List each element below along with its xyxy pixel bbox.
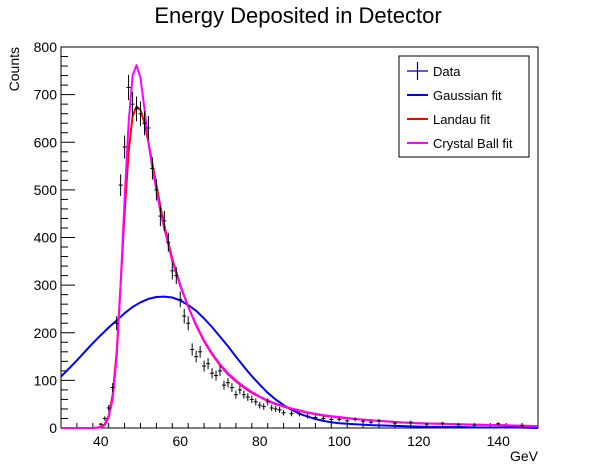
data-point xyxy=(218,365,222,377)
y-tick-label: 700 xyxy=(34,87,58,103)
data-point xyxy=(281,410,286,416)
legend-box xyxy=(398,55,530,158)
gaussian-fit-curve xyxy=(60,295,539,429)
data-point xyxy=(214,370,219,381)
data-point xyxy=(221,380,226,390)
data-point xyxy=(118,174,123,196)
data-point xyxy=(237,385,242,395)
y-tick-label: 200 xyxy=(34,325,58,341)
data-point xyxy=(377,419,381,423)
data-point xyxy=(158,206,163,227)
data-point xyxy=(126,74,131,101)
x-tick-label: 80 xyxy=(252,433,268,449)
data-point xyxy=(297,411,302,417)
data-point xyxy=(392,421,397,425)
y-tick-label: 500 xyxy=(34,182,58,198)
data-point xyxy=(408,420,413,424)
data-point xyxy=(206,358,211,370)
data-point xyxy=(241,390,246,399)
data-point xyxy=(313,415,318,420)
data-point xyxy=(520,424,525,427)
data-point xyxy=(496,422,501,426)
x-tick-label: 140 xyxy=(487,433,511,449)
data-point xyxy=(186,316,191,331)
data-point xyxy=(249,395,254,404)
data-point xyxy=(102,416,107,421)
data-point xyxy=(257,401,262,409)
y-tick-label: 0 xyxy=(49,420,57,436)
x-tick-label: 40 xyxy=(93,433,109,449)
data-point xyxy=(178,291,183,308)
data-point xyxy=(229,383,234,392)
data-point xyxy=(329,417,334,422)
data-point xyxy=(440,421,445,425)
data-point xyxy=(277,406,282,413)
data-point xyxy=(114,316,119,331)
fit-curves xyxy=(60,64,539,429)
legend-data-label: Data xyxy=(433,64,461,79)
data-point xyxy=(289,411,294,417)
data-point xyxy=(194,350,199,363)
data-point xyxy=(162,210,167,231)
data-point xyxy=(170,262,175,280)
data-points xyxy=(98,74,525,427)
data-point xyxy=(130,91,135,117)
data-point xyxy=(138,101,143,126)
data-point xyxy=(134,96,139,122)
data-point xyxy=(198,345,203,358)
data-point xyxy=(233,390,238,399)
data-point xyxy=(202,360,207,372)
data-point xyxy=(210,368,215,379)
data-point xyxy=(142,111,147,136)
crystal-ball-fit-curve xyxy=(61,64,539,429)
y-tick-label: 100 xyxy=(34,372,58,388)
legend-landau-label: Landau fit xyxy=(433,112,490,127)
data-point xyxy=(361,419,366,424)
data-point xyxy=(321,416,326,421)
data-point xyxy=(245,393,250,401)
data-point xyxy=(265,398,270,406)
data-point xyxy=(253,398,258,406)
data-point xyxy=(345,419,350,423)
data-point xyxy=(182,308,187,324)
data-point xyxy=(337,417,342,422)
data-point xyxy=(225,378,230,388)
data-point xyxy=(154,179,159,201)
x-tick-label: 60 xyxy=(172,433,188,449)
data-point xyxy=(146,116,151,140)
y-tick-label: 400 xyxy=(34,230,58,246)
data-point xyxy=(98,422,103,426)
data-point xyxy=(305,413,310,419)
data-point xyxy=(166,232,171,252)
legend-gaussian-label: Gaussian fit xyxy=(433,88,502,103)
data-point xyxy=(353,417,358,422)
data-point xyxy=(122,135,127,159)
data-point xyxy=(190,343,195,356)
chart-title: Energy Deposited in Detector xyxy=(154,3,441,28)
data-point xyxy=(110,383,115,392)
data-point xyxy=(106,404,111,412)
y-tick-label: 600 xyxy=(34,134,58,150)
data-point xyxy=(472,423,477,427)
data-point xyxy=(261,403,266,410)
y-tick-label: 300 xyxy=(34,277,58,293)
data-point xyxy=(456,423,461,426)
data-point xyxy=(269,404,274,412)
data-point xyxy=(174,267,179,285)
y-axis-label: Counts xyxy=(6,47,22,91)
x-axis-label: GeV xyxy=(510,448,539,464)
legend: Data Gaussian fit Landau fit Crystal Bal… xyxy=(398,55,530,158)
data-point xyxy=(273,405,278,412)
data-point xyxy=(424,422,429,426)
y-tick-label: 800 xyxy=(34,39,58,55)
x-tick-label: 120 xyxy=(407,433,431,449)
data-point xyxy=(369,420,374,424)
x-tick-label: 100 xyxy=(328,433,352,449)
data-point xyxy=(150,157,155,180)
legend-crystal-ball-label: Crystal Ball fit xyxy=(433,136,513,151)
